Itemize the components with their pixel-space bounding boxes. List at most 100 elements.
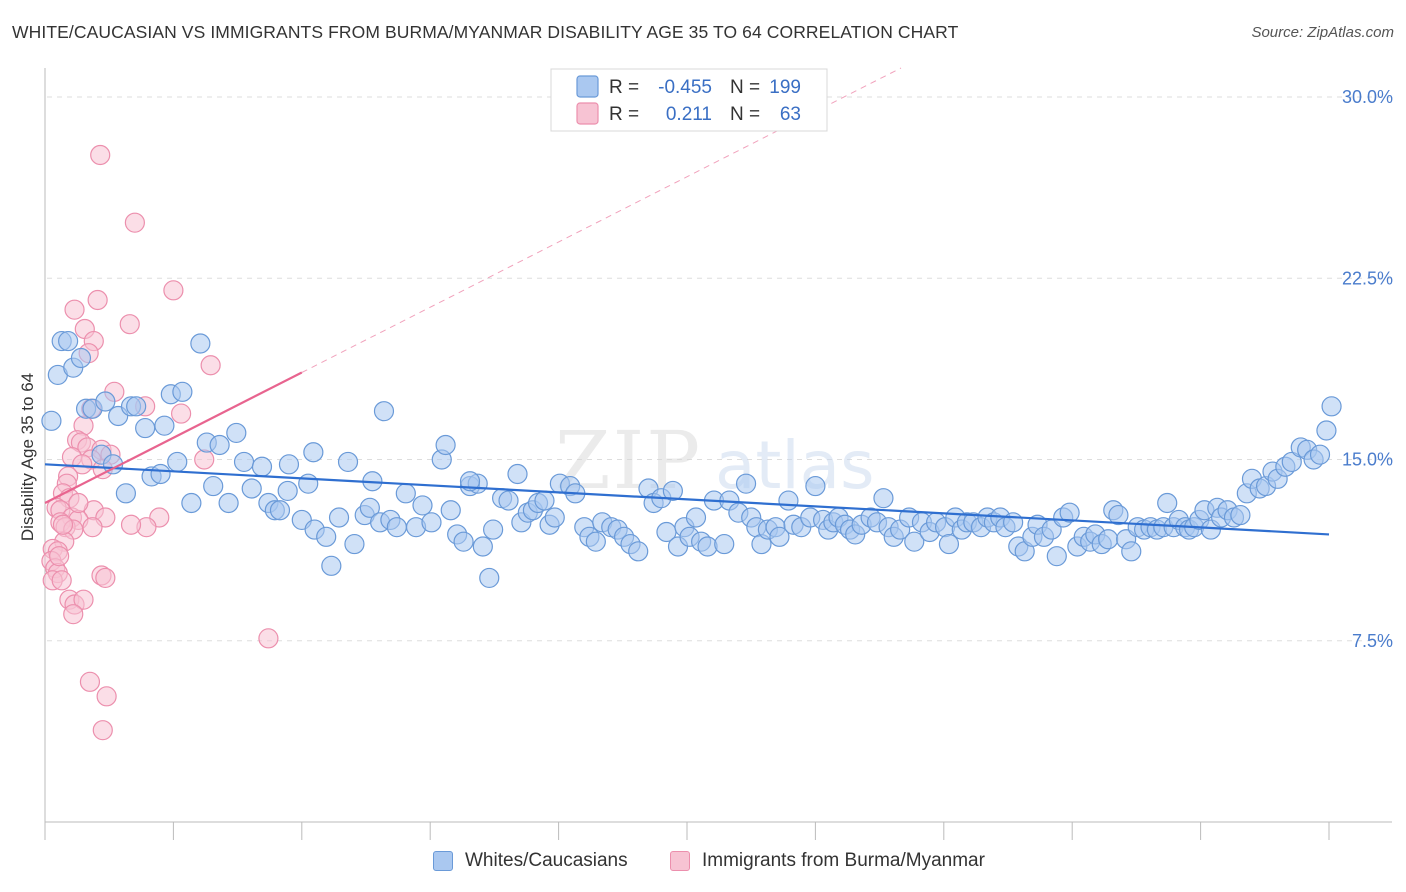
gridlines bbox=[47, 96, 1392, 642]
whites-point-45 bbox=[344, 533, 365, 555]
whites-point-65 bbox=[479, 567, 500, 589]
whites-point-36 bbox=[278, 454, 300, 475]
y-tick-label-0: 7.5% bbox=[1352, 631, 1393, 651]
whites-point-29 bbox=[233, 451, 255, 473]
legend-n-value-whites: 199 bbox=[769, 77, 801, 98]
whites-point-59 bbox=[440, 500, 461, 521]
whites-point-47 bbox=[359, 497, 380, 518]
immigrants-point-22 bbox=[194, 449, 215, 470]
whites-point-43 bbox=[328, 507, 350, 528]
whites-point-97 bbox=[685, 507, 707, 528]
whites-point-27 bbox=[218, 492, 239, 514]
whites-point-66 bbox=[483, 519, 504, 540]
whites-point-161 bbox=[1098, 529, 1119, 550]
whites-point-31 bbox=[251, 456, 273, 477]
legend-swatch-whites-bottom bbox=[433, 851, 453, 871]
immigrants-point-55 bbox=[258, 628, 279, 649]
whites-point-22 bbox=[181, 492, 202, 514]
whites-point-61 bbox=[453, 531, 474, 552]
whites-point-18 bbox=[154, 415, 175, 436]
whites-point-30 bbox=[241, 478, 262, 499]
whites-point-17 bbox=[150, 463, 171, 485]
immigrants-point-59 bbox=[120, 514, 142, 535]
whites-point-126 bbox=[873, 488, 894, 509]
legend-n-label-whites: N = bbox=[730, 77, 760, 98]
whites-point-99 bbox=[697, 536, 718, 557]
whites-point-58 bbox=[435, 434, 456, 456]
immigrants-point-1 bbox=[124, 212, 145, 233]
whites-point-26 bbox=[209, 434, 230, 456]
whites-point-198 bbox=[1321, 396, 1342, 417]
whites-point-9 bbox=[95, 391, 116, 412]
immigrants-point-62 bbox=[49, 546, 70, 567]
immigrants-point-60 bbox=[52, 514, 74, 535]
whites-point-104 bbox=[735, 473, 757, 494]
axes bbox=[44, 68, 1392, 840]
immigrants-point-50 bbox=[51, 570, 72, 591]
whites-point-131 bbox=[904, 531, 925, 552]
legend-n-value-immigrants: 63 bbox=[780, 104, 801, 125]
whites-point-21 bbox=[172, 381, 193, 402]
whites-point-115 bbox=[805, 475, 826, 497]
whites-point-3 bbox=[58, 330, 79, 352]
whites-point-38 bbox=[298, 473, 319, 494]
whites-point-110 bbox=[769, 526, 790, 547]
trend-lines bbox=[44, 67, 1330, 536]
whites-point-55 bbox=[412, 495, 433, 516]
whites-point-5 bbox=[70, 347, 92, 369]
whites-point-44 bbox=[337, 451, 359, 473]
whites-point-196 bbox=[1309, 444, 1331, 465]
immigrants-point-56 bbox=[79, 671, 101, 692]
legend-item-immigrants: Immigrants from Burma/Myanmar bbox=[670, 850, 985, 872]
tick-labels: 7.5%15.0%22.5%30.0%0.0%100.0% bbox=[1342, 87, 1393, 651]
immigrants-point-23 bbox=[72, 454, 93, 475]
legend-r-value-whites: -0.455 bbox=[658, 77, 712, 98]
immigrants-point-40 bbox=[82, 517, 103, 538]
whites-point-136 bbox=[938, 533, 960, 555]
legend-n-label-immigrants: N = bbox=[730, 104, 760, 125]
immigrants-point-54 bbox=[63, 604, 84, 625]
whites-point-93 bbox=[662, 480, 683, 502]
legend-r-label-immigrants: R = bbox=[609, 104, 639, 125]
y-axis-title: Disability Age 35 to 64 bbox=[18, 373, 37, 541]
y-tick-label-1: 15.0% bbox=[1342, 450, 1393, 470]
legend-stats: R = -0.455 N = 199 R = 0.211 N = 63 bbox=[550, 68, 828, 132]
source-label: Source: ZipAtlas.com bbox=[1251, 24, 1394, 41]
whites-point-101 bbox=[714, 533, 735, 555]
whites-point-111 bbox=[778, 490, 799, 511]
scatter-chart: ZIP atlas 7.5%15.0%22.5%30.0%0.0%100.0% … bbox=[18, 67, 1393, 840]
chart-title: WHITE/CAUCASIAN VS IMMIGRANTS FROM BURMA… bbox=[12, 22, 959, 42]
immigrants-point-58 bbox=[92, 720, 113, 741]
immigrants-point-2 bbox=[163, 280, 184, 301]
immigrants-point-13 bbox=[171, 403, 192, 424]
bottom-legend: Whites/Caucasians Immigrants from Burma/… bbox=[0, 850, 1406, 878]
whites-point-184 bbox=[1230, 504, 1251, 526]
trend-line-whites bbox=[44, 463, 1330, 536]
whites-point-88 bbox=[628, 541, 649, 562]
whites-point-25 bbox=[203, 475, 224, 497]
whites-point-50 bbox=[373, 401, 395, 422]
whites-point-41 bbox=[316, 526, 337, 547]
whites-point-42 bbox=[321, 555, 342, 576]
immigrants-point-61 bbox=[68, 492, 89, 514]
trend-line-immigrants bbox=[44, 371, 303, 504]
whites-point-165 bbox=[1121, 541, 1142, 562]
whites-point-171 bbox=[1157, 492, 1178, 514]
immigrants-point-0 bbox=[90, 144, 111, 166]
whites-point-28 bbox=[226, 422, 247, 444]
whites-point-14 bbox=[126, 396, 147, 417]
immigrants-point-57 bbox=[96, 686, 117, 707]
trend-line-immigrants-extension bbox=[301, 67, 902, 373]
whites-point-23 bbox=[190, 333, 211, 354]
immigrants-point-4 bbox=[64, 299, 85, 320]
legend-swatch-whites bbox=[576, 75, 599, 98]
immigrants-point-53 bbox=[73, 589, 94, 610]
whites-point-53 bbox=[395, 483, 416, 504]
whites-point-192 bbox=[1281, 451, 1302, 473]
whites-point-163 bbox=[1108, 504, 1129, 526]
legend-label-immigrants: Immigrants from Burma/Myanmar bbox=[702, 850, 985, 871]
legend-item-whites: Whites/Caucasians bbox=[433, 850, 628, 872]
whites-point-0 bbox=[41, 410, 62, 431]
whites-point-82 bbox=[585, 531, 606, 552]
whites-point-155 bbox=[1059, 502, 1080, 523]
